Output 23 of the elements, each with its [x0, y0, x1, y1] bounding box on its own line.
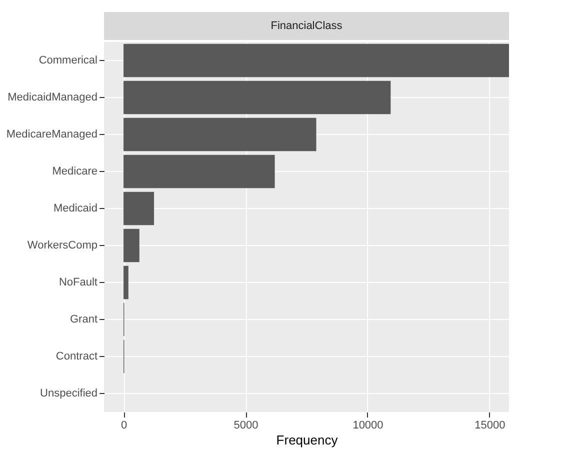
bar: [124, 80, 391, 114]
y-tick-label: Contract: [56, 350, 98, 362]
x-tick-label: 15000: [474, 420, 506, 432]
bar: [124, 118, 316, 152]
y-tick-label: MedicareManaged: [6, 128, 98, 140]
bar: [124, 266, 128, 300]
y-tick-label: Medicaid: [53, 202, 98, 214]
x-tick-label: 10000: [352, 420, 384, 432]
x-tick-label: 5000: [234, 420, 258, 432]
x-tick-label: 0: [120, 420, 128, 432]
bar: [124, 228, 140, 262]
y-tick-label: WorkersComp: [27, 240, 98, 252]
chart-title: FinancialClass: [270, 20, 343, 32]
bar: [124, 154, 275, 188]
y-tick-label: NoFault: [58, 276, 98, 288]
y-tick-label: Medicare: [52, 166, 98, 178]
y-tick-label: Commerical: [38, 54, 98, 66]
y-tick-label: Grant: [70, 314, 98, 326]
bar: [124, 44, 509, 78]
x-axis-title: Frequency: [276, 432, 338, 448]
y-tick-label: Unspecified: [40, 388, 98, 400]
bar: [124, 192, 154, 226]
y-tick-label: MedicaidManaged: [8, 92, 98, 104]
